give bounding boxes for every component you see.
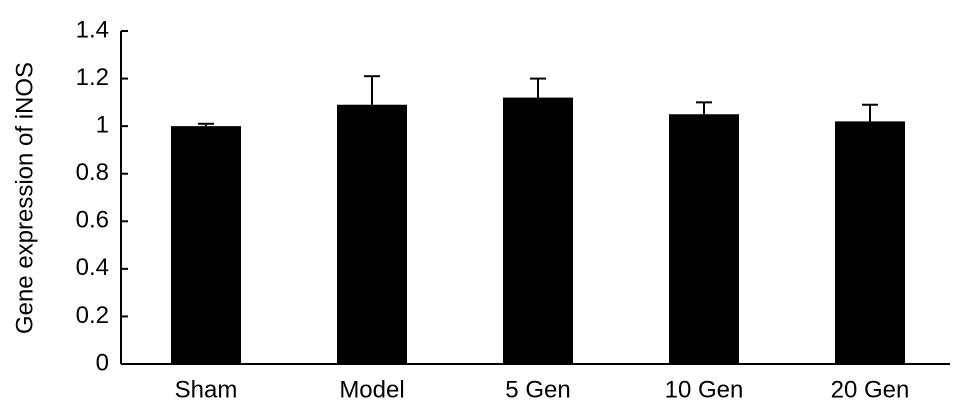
y-tick-label: 1 — [96, 111, 109, 138]
x-tick-label: 5 Gen — [505, 376, 570, 403]
bar — [835, 121, 905, 364]
x-tick-label: 10 Gen — [665, 376, 744, 403]
y-tick-label: 1.2 — [76, 64, 109, 91]
y-axis-label: Gene expression of iNOS — [11, 62, 38, 334]
bar — [171, 126, 241, 365]
y-tick-label: 0.8 — [76, 159, 109, 186]
y-tick-label: 0.2 — [76, 302, 109, 329]
y-tick-label: 0.6 — [76, 207, 109, 234]
y-tick-label: 0.4 — [76, 254, 109, 281]
bar — [337, 104, 407, 364]
bar — [503, 97, 573, 364]
y-tick-label: 0 — [96, 349, 109, 376]
x-tick-label: 20 Gen — [831, 376, 910, 403]
x-tick-label: Model — [339, 376, 404, 403]
x-tick-label: Sham — [175, 376, 238, 403]
bar — [669, 114, 739, 364]
y-tick-label: 1.4 — [76, 16, 109, 43]
